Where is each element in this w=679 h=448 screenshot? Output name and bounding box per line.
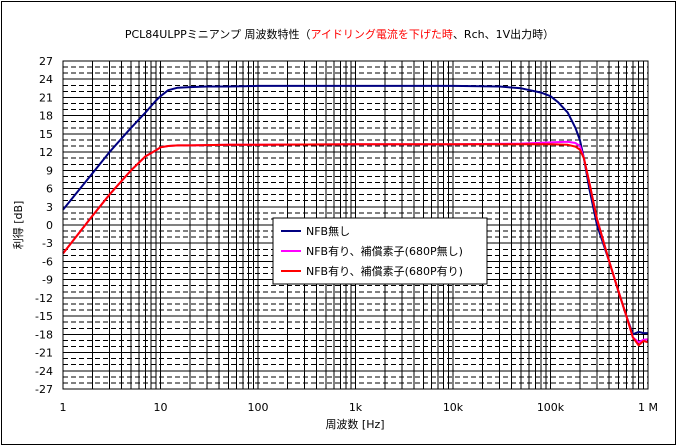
legend-label-2: NFB有り、補償素子(680P無し) (306, 244, 463, 258)
legend-label-1: NFB無し (306, 224, 350, 238)
x-tick-label: 1 M (638, 401, 658, 414)
chart-grid (62, 60, 648, 390)
y-tick-labels: 27 24 21 18 15 12 9 6 3 0 -3 -6 -9 -12 -15 -18 -21 -24 -27 (35, 55, 53, 396)
y-tick-label: 27 (39, 55, 53, 68)
y-axis-label: 利得 [dB] (12, 201, 25, 250)
y-tick-label: 0 (46, 219, 53, 232)
x-tick-label: 100 (248, 401, 269, 414)
y-tick-label: -12 (35, 292, 53, 305)
y-tick-label: -24 (35, 365, 53, 378)
y-tick-label: 3 (46, 201, 53, 214)
y-tick-label: 21 (39, 91, 53, 104)
series-line-3 (62, 143, 649, 347)
chart-title-part-1: PCL84ULPPミニアンプ 周波数特性（ (124, 28, 311, 41)
legend: NFB無し NFB有り、補償素子(680P無し) NFB有り、補償素子(680P有り… (272, 217, 488, 285)
series-lines (62, 84, 649, 347)
plot-border (62, 60, 649, 390)
y-tick-label: 6 (46, 183, 53, 196)
x-tick-label: 1k (349, 401, 363, 414)
x-tick-labels: 1 10 100 1k 10k 100k 1 M (60, 401, 659, 414)
chart-title: PCL84ULPPミニアンプ 周波数特性（アイドリング電流を下げた時、Rch、1… (0, 26, 679, 42)
y-tick-label: -6 (42, 255, 53, 268)
legend-box (272, 217, 488, 285)
x-tick-label: 100k (537, 401, 565, 414)
legend-label-3: NFB有り、補償素子(680P有り) (306, 264, 463, 278)
y-tick-label: -15 (35, 310, 53, 323)
y-tick-label: 12 (39, 146, 53, 159)
y-tick-label: 18 (39, 110, 53, 123)
x-axis-label: 周波数 [Hz] (325, 418, 384, 431)
y-tick-label: -21 (35, 347, 53, 360)
y-tick-label: 9 (46, 164, 53, 177)
chart-title-part-3: 、Rch、1V出力時） (452, 28, 555, 41)
y-tick-label: 15 (39, 128, 53, 141)
x-tick-label: 10k (443, 401, 464, 414)
y-tick-label: -18 (35, 328, 53, 341)
y-tick-label: -9 (42, 274, 53, 287)
y-tick-label: -3 (42, 237, 53, 250)
y-tick-label: -27 (35, 383, 53, 396)
y-tick-label: 24 (39, 73, 53, 86)
x-tick-label: 10 (154, 401, 168, 414)
x-tick-label: 1 (60, 401, 67, 414)
chart-title-highlight: アイドリング電流を下げた時 (310, 28, 453, 41)
